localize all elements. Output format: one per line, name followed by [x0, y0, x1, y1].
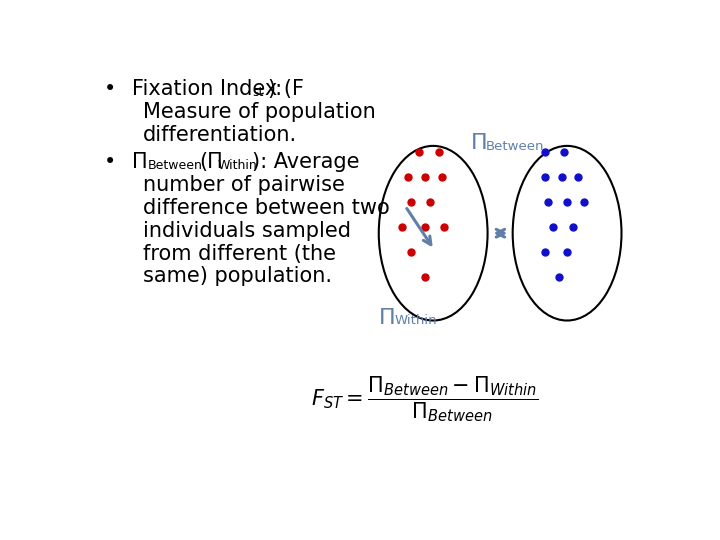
- Text: differentiation.: differentiation.: [143, 125, 297, 145]
- Text: Π: Π: [132, 152, 148, 172]
- Text: Within: Within: [395, 314, 437, 327]
- Text: ):: ):: [267, 79, 282, 99]
- Text: $\mathit{F}_{ST} = \dfrac{\Pi_{\mathit{Between}} - \Pi_{\mathit{Within}}}{\Pi_{\: $\mathit{F}_{ST} = \dfrac{\Pi_{\mathit{B…: [311, 375, 539, 424]
- Text: same) population.: same) population.: [143, 266, 332, 286]
- Text: difference between two: difference between two: [143, 198, 390, 218]
- Text: Within: Within: [217, 159, 257, 172]
- Text: Measure of population: Measure of population: [143, 102, 376, 122]
- Text: •: •: [104, 79, 116, 99]
- Text: number of pairwise: number of pairwise: [143, 175, 345, 195]
- Text: •: •: [104, 152, 116, 172]
- Text: st: st: [253, 85, 264, 99]
- Text: (Π: (Π: [199, 152, 223, 172]
- Text: Π: Π: [379, 308, 396, 328]
- Ellipse shape: [379, 146, 487, 321]
- Text: ): Average: ): Average: [252, 152, 359, 172]
- Text: Between: Between: [486, 140, 545, 153]
- Text: Between: Between: [148, 159, 203, 172]
- Text: individuals sampled: individuals sampled: [143, 221, 351, 241]
- Text: Fixation Index (F: Fixation Index (F: [132, 79, 304, 99]
- Text: Π: Π: [471, 133, 487, 153]
- Text: from different (the: from different (the: [143, 244, 336, 264]
- Ellipse shape: [513, 146, 621, 321]
